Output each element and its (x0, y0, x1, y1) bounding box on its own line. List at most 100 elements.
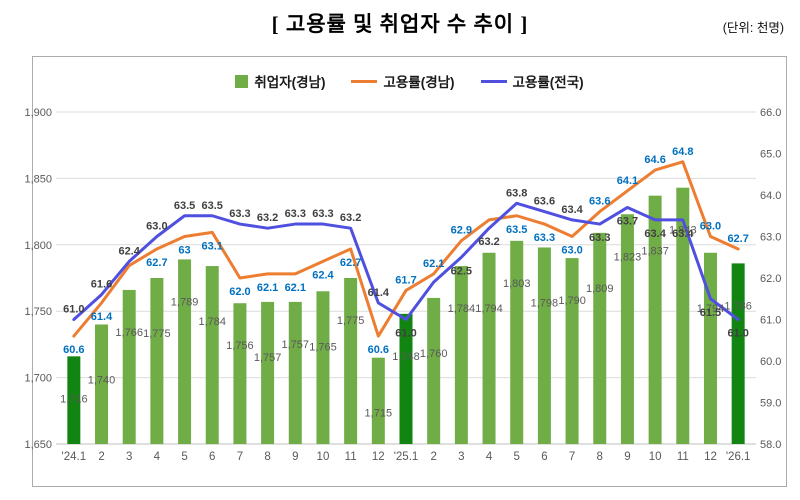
gyeongnam-rate-label: 60.6 (63, 344, 84, 356)
bar-value-label: 1,757 (254, 352, 282, 364)
gyeongnam-rate-label: 61.7 (395, 274, 416, 286)
bar (648, 195, 662, 444)
bar (454, 266, 468, 444)
x-axis-tick: 12 (704, 451, 717, 463)
x-axis-tick: '24.1 (62, 451, 87, 463)
bar (178, 259, 192, 444)
x-axis-tick: 7 (569, 451, 575, 463)
gyeongnam-rate-label: 64.8 (672, 146, 693, 158)
bar (316, 291, 330, 444)
national-rate-label: 63.6 (534, 196, 555, 208)
gyeongnam-rate-label: 64.1 (617, 175, 638, 187)
national-rate-label: 61.0 (395, 328, 416, 340)
left-axis-tick: 1,750 (24, 306, 52, 318)
x-axis-tick: 2 (430, 451, 436, 463)
gyeongnam-rate-label: 63 (178, 245, 190, 257)
x-axis-tick: 9 (624, 451, 630, 463)
bar (593, 232, 607, 444)
bar-value-label: 1,765 (309, 341, 337, 353)
bar-value-label: 1,789 (171, 296, 199, 308)
x-axis-tick: '25.1 (394, 451, 419, 463)
bar-value-label: 1,784 (448, 303, 476, 315)
bar (482, 252, 496, 444)
x-axis-tick: 6 (541, 451, 547, 463)
gyeongnam-rate-label: 60.6 (368, 344, 389, 356)
gyeongnam-rate-label: 63.3 (534, 232, 555, 244)
bar-value-label: 1,794 (697, 303, 725, 315)
gyeongnam-rate-label: 63.1 (202, 240, 223, 252)
legend-item-rate-national: 고용률(전국) (480, 71, 584, 91)
national-rate-label: 61.6 (91, 279, 112, 291)
gyeongnam-rate-label: 63.0 (561, 245, 582, 257)
left-axis-tick: 1,850 (24, 173, 52, 185)
gyeongnam-rate-label: 62.1 (423, 258, 444, 270)
gyeongnam-rate-label: 63.5 (506, 224, 527, 236)
gyeongnam-rate-label: 61.4 (91, 311, 113, 323)
x-axis-tick: 9 (292, 451, 298, 463)
bar (344, 278, 358, 444)
national-rate-label: 63.7 (617, 215, 638, 227)
national-rate-label: 63.4 (672, 228, 694, 240)
bar-value-label: 1,837 (641, 246, 669, 258)
national-rate-label: 63.5 (174, 200, 195, 212)
x-axis-tick: 6 (209, 451, 215, 463)
right-axis-tick: 66.0 (760, 107, 781, 119)
national-rate-label: 63.2 (478, 236, 499, 248)
bar (233, 303, 247, 444)
right-axis-tick: 65.0 (760, 149, 781, 161)
bar (288, 301, 302, 444)
national-rate-label: 63.0 (146, 221, 167, 233)
bar-value-label: 1,775 (337, 315, 365, 327)
bar (371, 357, 385, 444)
legend-label-rate-gyeongnam: 고용률(경남) (383, 75, 455, 90)
bar-value-label: 1,809 (586, 283, 614, 295)
bar-value-label: 1,784 (198, 316, 226, 328)
x-axis-tick: '26.1 (726, 451, 751, 463)
national-rate-label: 63.5 (202, 200, 223, 212)
national-rate-label: 62.4 (118, 245, 140, 257)
bar-value-label: 1,766 (115, 327, 143, 339)
gyeongnam-rate-label: 63.6 (589, 196, 610, 208)
right-axis-tick: 60.0 (760, 356, 781, 368)
right-axis-tick: 63.0 (760, 232, 781, 244)
bar (537, 247, 551, 444)
bar (731, 263, 745, 444)
right-axis-tick: 61.0 (760, 315, 781, 327)
right-axis-tick: 59.0 (760, 398, 781, 410)
bar-value-label: 1,757 (282, 339, 310, 351)
bar-value-label: 1,716 (60, 393, 88, 405)
left-axis-tick: 1,900 (24, 107, 52, 119)
national-rate-label: 61.5 (700, 307, 721, 319)
national-rate-label: 63.2 (257, 212, 278, 224)
gyeongnam-rate-label: 62.9 (451, 225, 472, 237)
x-axis-tick: 11 (345, 451, 357, 463)
x-axis-tick: 2 (98, 451, 104, 463)
gyeongnam-rate-label: 62.7 (146, 257, 167, 269)
right-axis-tick: 58.0 (760, 439, 781, 451)
bar (150, 278, 164, 444)
bar-value-label: 1,790 (558, 295, 586, 307)
bar-value-label: 1,786 (724, 300, 752, 312)
bar (205, 266, 219, 444)
x-axis-tick: 11 (677, 451, 689, 463)
x-axis-tick: 4 (154, 451, 161, 463)
right-axis-tick: 64.0 (760, 190, 781, 202)
bar-value-label: 1,803 (503, 278, 531, 290)
gyeongnam-rate-label: 64.6 (644, 154, 665, 166)
bar-value-label: 1,775 (143, 328, 171, 340)
national-rate-label: 63.4 (644, 228, 666, 240)
national-rate-label: 63.3 (229, 208, 250, 220)
x-axis-tick: 10 (649, 451, 662, 463)
x-axis-tick: 3 (126, 451, 132, 463)
gyeongnam-rate-line (72, 160, 740, 338)
employed-bars (67, 187, 745, 445)
x-axis-tick: 8 (597, 451, 603, 463)
x-axis-tick: 7 (237, 451, 243, 463)
gyeongnam-rate-label: 62.1 (257, 282, 278, 294)
x-axis-tick: 4 (486, 451, 493, 463)
gyeongnam-rate-label: 63.0 (700, 221, 721, 233)
legend-item-employed-gyeongnam: 취업자(경남) (235, 71, 325, 91)
left-axis-tick: 1,650 (24, 439, 52, 451)
